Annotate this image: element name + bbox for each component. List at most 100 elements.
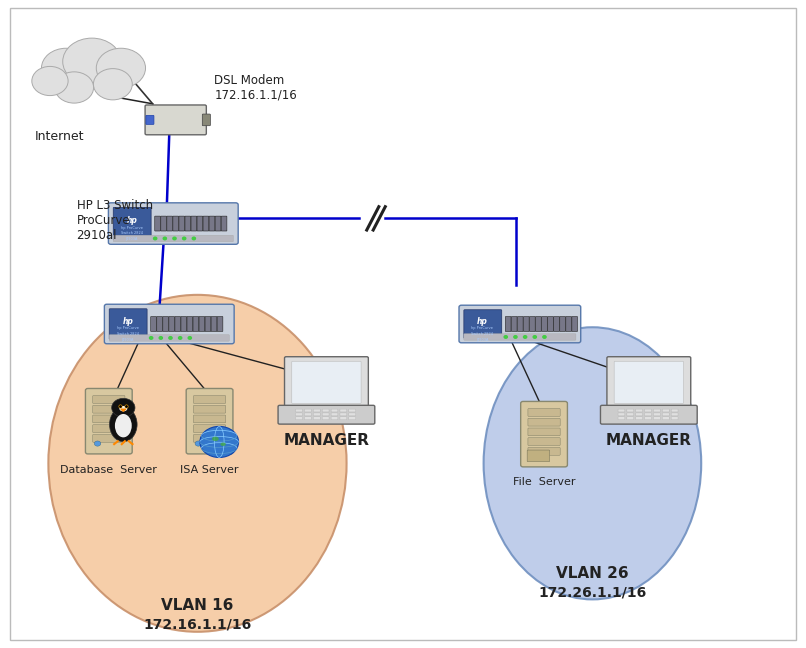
- FancyBboxPatch shape: [618, 413, 625, 416]
- Text: MANAGER: MANAGER: [284, 433, 369, 448]
- FancyBboxPatch shape: [636, 409, 642, 412]
- FancyBboxPatch shape: [305, 413, 311, 416]
- FancyBboxPatch shape: [305, 409, 311, 412]
- FancyBboxPatch shape: [193, 317, 198, 332]
- FancyBboxPatch shape: [636, 413, 642, 416]
- Text: hp ProCurve: hp ProCurve: [472, 326, 493, 330]
- FancyBboxPatch shape: [322, 417, 329, 420]
- Circle shape: [160, 337, 162, 340]
- FancyBboxPatch shape: [186, 389, 233, 454]
- FancyBboxPatch shape: [146, 115, 154, 124]
- FancyBboxPatch shape: [671, 417, 678, 420]
- Circle shape: [543, 336, 546, 338]
- FancyBboxPatch shape: [554, 317, 559, 332]
- FancyBboxPatch shape: [349, 409, 355, 412]
- FancyBboxPatch shape: [340, 417, 347, 420]
- Circle shape: [200, 426, 239, 457]
- Circle shape: [150, 337, 153, 340]
- FancyBboxPatch shape: [349, 417, 355, 420]
- FancyBboxPatch shape: [203, 216, 209, 231]
- FancyBboxPatch shape: [530, 317, 535, 332]
- Circle shape: [514, 336, 517, 338]
- Circle shape: [112, 399, 135, 417]
- FancyBboxPatch shape: [193, 415, 226, 423]
- FancyBboxPatch shape: [671, 409, 678, 412]
- FancyBboxPatch shape: [654, 409, 660, 412]
- FancyBboxPatch shape: [521, 401, 567, 467]
- FancyBboxPatch shape: [536, 317, 542, 332]
- FancyBboxPatch shape: [93, 415, 125, 423]
- Text: J4903A: J4903A: [126, 237, 138, 241]
- FancyBboxPatch shape: [155, 216, 160, 231]
- Text: Switch 2824: Switch 2824: [121, 231, 143, 235]
- Circle shape: [524, 336, 527, 338]
- FancyBboxPatch shape: [191, 216, 197, 231]
- FancyBboxPatch shape: [340, 409, 347, 412]
- Circle shape: [530, 454, 536, 459]
- FancyBboxPatch shape: [93, 406, 125, 413]
- FancyBboxPatch shape: [607, 356, 691, 408]
- FancyBboxPatch shape: [663, 413, 669, 416]
- FancyBboxPatch shape: [505, 317, 511, 332]
- FancyBboxPatch shape: [285, 356, 368, 408]
- FancyBboxPatch shape: [654, 417, 660, 420]
- Text: ISA Server: ISA Server: [181, 465, 239, 475]
- FancyBboxPatch shape: [296, 413, 302, 416]
- Text: HP L3 Switch
ProCurve
2910al: HP L3 Switch ProCurve 2910al: [77, 199, 152, 242]
- FancyBboxPatch shape: [211, 317, 217, 332]
- FancyBboxPatch shape: [179, 216, 185, 231]
- FancyBboxPatch shape: [528, 428, 560, 436]
- Text: J4903A: J4903A: [476, 338, 488, 341]
- FancyBboxPatch shape: [527, 450, 550, 461]
- FancyBboxPatch shape: [205, 317, 211, 332]
- FancyBboxPatch shape: [645, 417, 651, 420]
- FancyBboxPatch shape: [160, 216, 167, 231]
- FancyBboxPatch shape: [218, 317, 222, 332]
- Circle shape: [31, 66, 69, 96]
- FancyBboxPatch shape: [618, 417, 625, 420]
- FancyBboxPatch shape: [113, 207, 152, 240]
- FancyBboxPatch shape: [548, 317, 554, 332]
- FancyBboxPatch shape: [517, 317, 523, 332]
- FancyBboxPatch shape: [322, 409, 329, 412]
- FancyBboxPatch shape: [627, 413, 634, 416]
- FancyBboxPatch shape: [172, 216, 179, 231]
- Text: MANAGER: MANAGER: [606, 433, 692, 448]
- Text: Switch 2824: Switch 2824: [472, 332, 493, 336]
- FancyBboxPatch shape: [193, 395, 226, 403]
- FancyBboxPatch shape: [566, 317, 571, 332]
- FancyBboxPatch shape: [163, 317, 168, 332]
- FancyBboxPatch shape: [645, 413, 651, 416]
- Circle shape: [183, 237, 185, 240]
- Circle shape: [163, 237, 166, 240]
- Circle shape: [169, 337, 172, 340]
- Circle shape: [93, 69, 132, 100]
- FancyBboxPatch shape: [331, 413, 338, 416]
- Text: Database  Server: Database Server: [60, 465, 157, 475]
- FancyBboxPatch shape: [614, 362, 683, 403]
- FancyBboxPatch shape: [110, 309, 147, 340]
- FancyBboxPatch shape: [199, 317, 205, 332]
- FancyBboxPatch shape: [671, 413, 678, 416]
- FancyBboxPatch shape: [108, 203, 239, 244]
- FancyBboxPatch shape: [464, 334, 575, 340]
- Text: hp ProCurve: hp ProCurve: [117, 326, 139, 330]
- FancyBboxPatch shape: [663, 409, 669, 412]
- FancyBboxPatch shape: [93, 395, 125, 403]
- FancyBboxPatch shape: [459, 305, 581, 343]
- FancyBboxPatch shape: [464, 310, 501, 338]
- Circle shape: [55, 72, 93, 103]
- FancyBboxPatch shape: [156, 317, 163, 332]
- Text: hp: hp: [477, 317, 488, 326]
- FancyBboxPatch shape: [197, 216, 203, 231]
- FancyBboxPatch shape: [627, 417, 634, 420]
- FancyBboxPatch shape: [512, 317, 517, 332]
- FancyBboxPatch shape: [193, 406, 226, 413]
- Text: File  Server: File Server: [513, 477, 575, 487]
- FancyBboxPatch shape: [181, 317, 187, 332]
- Ellipse shape: [220, 443, 226, 446]
- Circle shape: [96, 48, 146, 88]
- FancyBboxPatch shape: [560, 317, 566, 332]
- Circle shape: [188, 337, 192, 340]
- Circle shape: [63, 38, 121, 85]
